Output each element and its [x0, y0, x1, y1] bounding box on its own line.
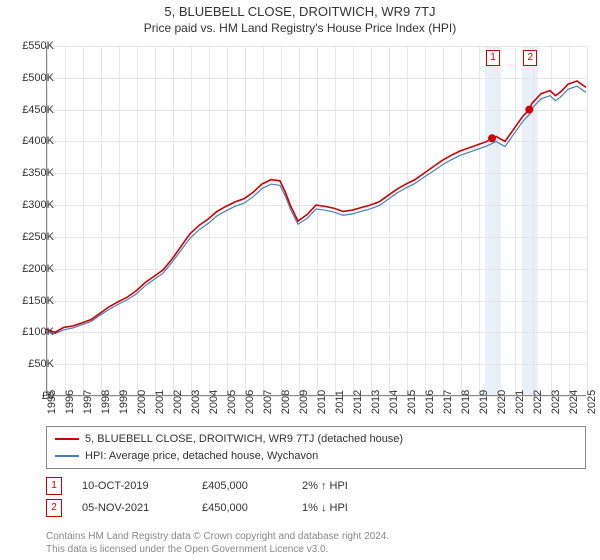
x-tick-label: 1995 — [46, 390, 58, 414]
legend: 5, BLUEBELL CLOSE, DROITWICH, WR9 7TJ (d… — [46, 426, 586, 521]
x-tick-label: 2011 — [334, 390, 346, 414]
legend-box: 5, BLUEBELL CLOSE, DROITWICH, WR9 7TJ (d… — [46, 426, 586, 469]
x-tick-label: 2020 — [496, 390, 508, 414]
chart-subtitle: Price paid vs. HM Land Registry's House … — [0, 19, 600, 35]
y-tick-label: £550K — [10, 40, 54, 52]
x-tick-label: 1996 — [64, 390, 76, 414]
chart-area: 12 — [46, 46, 586, 396]
x-tick-label: 2022 — [532, 390, 544, 414]
x-tick-label: 2007 — [262, 390, 274, 414]
x-tick-label: 2021 — [514, 390, 526, 414]
y-tick-label: £200K — [10, 263, 54, 275]
x-tick-label: 2005 — [226, 390, 238, 414]
x-tick-label: 2008 — [280, 390, 292, 414]
event-price: £405,000 — [202, 480, 282, 492]
event-delta: 2% ↑ HPI — [302, 480, 382, 492]
x-tick-label: 2017 — [442, 390, 454, 414]
x-tick-label: 1997 — [82, 390, 94, 414]
x-tick-label: 2013 — [370, 390, 382, 414]
y-tick-label: £50K — [10, 358, 54, 370]
x-tick-label: 2019 — [478, 390, 490, 414]
x-tick-label: 2018 — [460, 390, 472, 414]
x-tick-label: 2016 — [424, 390, 436, 414]
y-tick-label: £250K — [10, 231, 54, 243]
events-table: 1 10-OCT-2019 £405,000 2% ↑ HPI 2 05-NOV-2021… — [46, 477, 586, 517]
x-tick-label: 2001 — [154, 390, 166, 414]
y-tick-label: £350K — [10, 167, 54, 179]
x-tick-label: 2023 — [550, 390, 562, 414]
x-tick-label: 2009 — [298, 390, 310, 414]
chart-title: 5, BLUEBELL CLOSE, DROITWICH, WR9 7TJ — [0, 0, 600, 19]
x-tick-label: 2004 — [208, 390, 220, 414]
event-delta: 1% ↓ HPI — [302, 502, 382, 514]
event-date: 10-OCT-2019 — [82, 480, 182, 492]
legend-item: HPI: Average price, detached house, Wych… — [55, 448, 577, 465]
y-tick-label: £400K — [10, 135, 54, 147]
x-tick-label: 2014 — [388, 390, 400, 414]
x-tick-label: 2015 — [406, 390, 418, 414]
x-tick-label: 2012 — [352, 390, 364, 414]
y-tick-label: £100K — [10, 326, 54, 338]
x-tick-label: 2025 — [586, 390, 598, 414]
y-tick-label: £300K — [10, 199, 54, 211]
event-number: 1 — [46, 477, 62, 495]
x-tick-label: 1998 — [100, 390, 112, 414]
event-row: 2 05-NOV-2021 £450,000 1% ↓ HPI — [46, 499, 586, 517]
event-price: £450,000 — [202, 502, 282, 514]
x-tick-label: 2010 — [316, 390, 328, 414]
chart-lines — [46, 46, 586, 396]
legend-item: 5, BLUEBELL CLOSE, DROITWICH, WR9 7TJ (d… — [55, 431, 577, 448]
x-tick-label: 2006 — [244, 390, 256, 414]
footer-line1: Contains HM Land Registry data © Crown c… — [46, 530, 389, 543]
x-tick-label: 2003 — [190, 390, 202, 414]
footer: Contains HM Land Registry data © Crown c… — [46, 530, 389, 556]
x-tick-label: 2002 — [172, 390, 184, 414]
event-row: 1 10-OCT-2019 £405,000 2% ↑ HPI — [46, 477, 586, 495]
event-date: 05-NOV-2021 — [82, 502, 182, 514]
footer-line2: This data is licensed under the Open Gov… — [46, 543, 389, 556]
y-tick-label: £500K — [10, 72, 54, 84]
y-tick-label: £150K — [10, 295, 54, 307]
x-tick-label: 2024 — [568, 390, 580, 414]
event-number: 2 — [46, 499, 62, 517]
x-tick-label: 2000 — [136, 390, 148, 414]
y-tick-label: £450K — [10, 104, 54, 116]
x-tick-label: 1999 — [118, 390, 130, 414]
